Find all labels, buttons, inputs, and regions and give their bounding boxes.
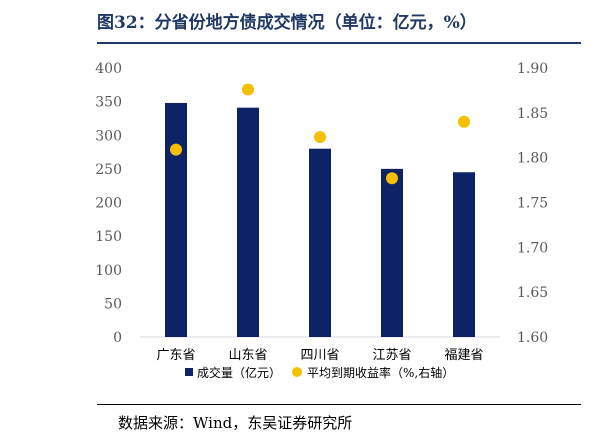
- y-right-tick-label: 1.65: [517, 285, 548, 301]
- y-right-tick-label: 1.75: [517, 196, 548, 212]
- x-tick-label: 山东省: [228, 348, 267, 363]
- x-tick-label: 四川省: [300, 348, 339, 363]
- yield-dot: [242, 83, 254, 96]
- x-tick-label: 广东省: [156, 348, 195, 363]
- y-left-tick-label: 300: [95, 128, 122, 144]
- legend-bar-swatch: [185, 368, 193, 376]
- yield-dot: [386, 172, 398, 185]
- y-left-axis: 0 50 100 150 200 250 300 350 400: [95, 61, 122, 346]
- y-left-tick-label: 200: [95, 196, 122, 212]
- bar: [237, 107, 259, 338]
- bar: [381, 168, 403, 337]
- figure-title: 图32：分省份地方债成交情况（单位：亿元，%）: [97, 13, 477, 33]
- y-right-tick-label: 1.80: [517, 151, 548, 167]
- yield-dot: [314, 131, 326, 144]
- x-tick-label: 福建省: [444, 348, 483, 363]
- y-left-tick-label: 150: [95, 229, 122, 245]
- bar: [165, 102, 187, 337]
- legend-bar-label: 成交量（亿元）: [197, 365, 281, 380]
- x-tick-label: 江苏省: [372, 347, 411, 363]
- y-left-tick-label: 50: [104, 296, 122, 312]
- legend: 成交量（亿元） 平均到期收益率（%,右轴）: [185, 365, 454, 380]
- source-rule: [97, 404, 581, 405]
- y-left-tick-label: 250: [95, 162, 122, 178]
- x-axis-labels: 广东省 山东省 四川省 江苏省 福建省: [156, 347, 483, 363]
- legend-dot-label: 平均到期收益率（%,右轴）: [307, 365, 454, 380]
- source-note: 数据来源：Wind，东吴证券研究所: [118, 414, 353, 432]
- bar: [309, 148, 331, 337]
- title-rule: [97, 42, 581, 44]
- y-right-tick-label: 1.90: [517, 61, 548, 77]
- yield-dot: [458, 115, 470, 128]
- y-right-tick-label: 1.70: [517, 240, 548, 256]
- bar: [453, 172, 475, 337]
- y-right-tick-label: 1.85: [517, 106, 548, 122]
- y-left-tick-label: 0: [113, 330, 122, 346]
- y-left-tick-label: 400: [95, 61, 122, 77]
- y-left-tick-label: 350: [95, 95, 122, 111]
- dot-series: [170, 83, 470, 185]
- legend-dot-swatch: [292, 367, 302, 377]
- y-right-axis: 1.60 1.65 1.70 1.75 1.80 1.85 1.90: [517, 61, 548, 346]
- y-left-tick-label: 100: [95, 263, 122, 279]
- y-right-tick-label: 1.60: [517, 330, 548, 346]
- yield-dot: [170, 143, 182, 156]
- bar-series: [165, 102, 475, 338]
